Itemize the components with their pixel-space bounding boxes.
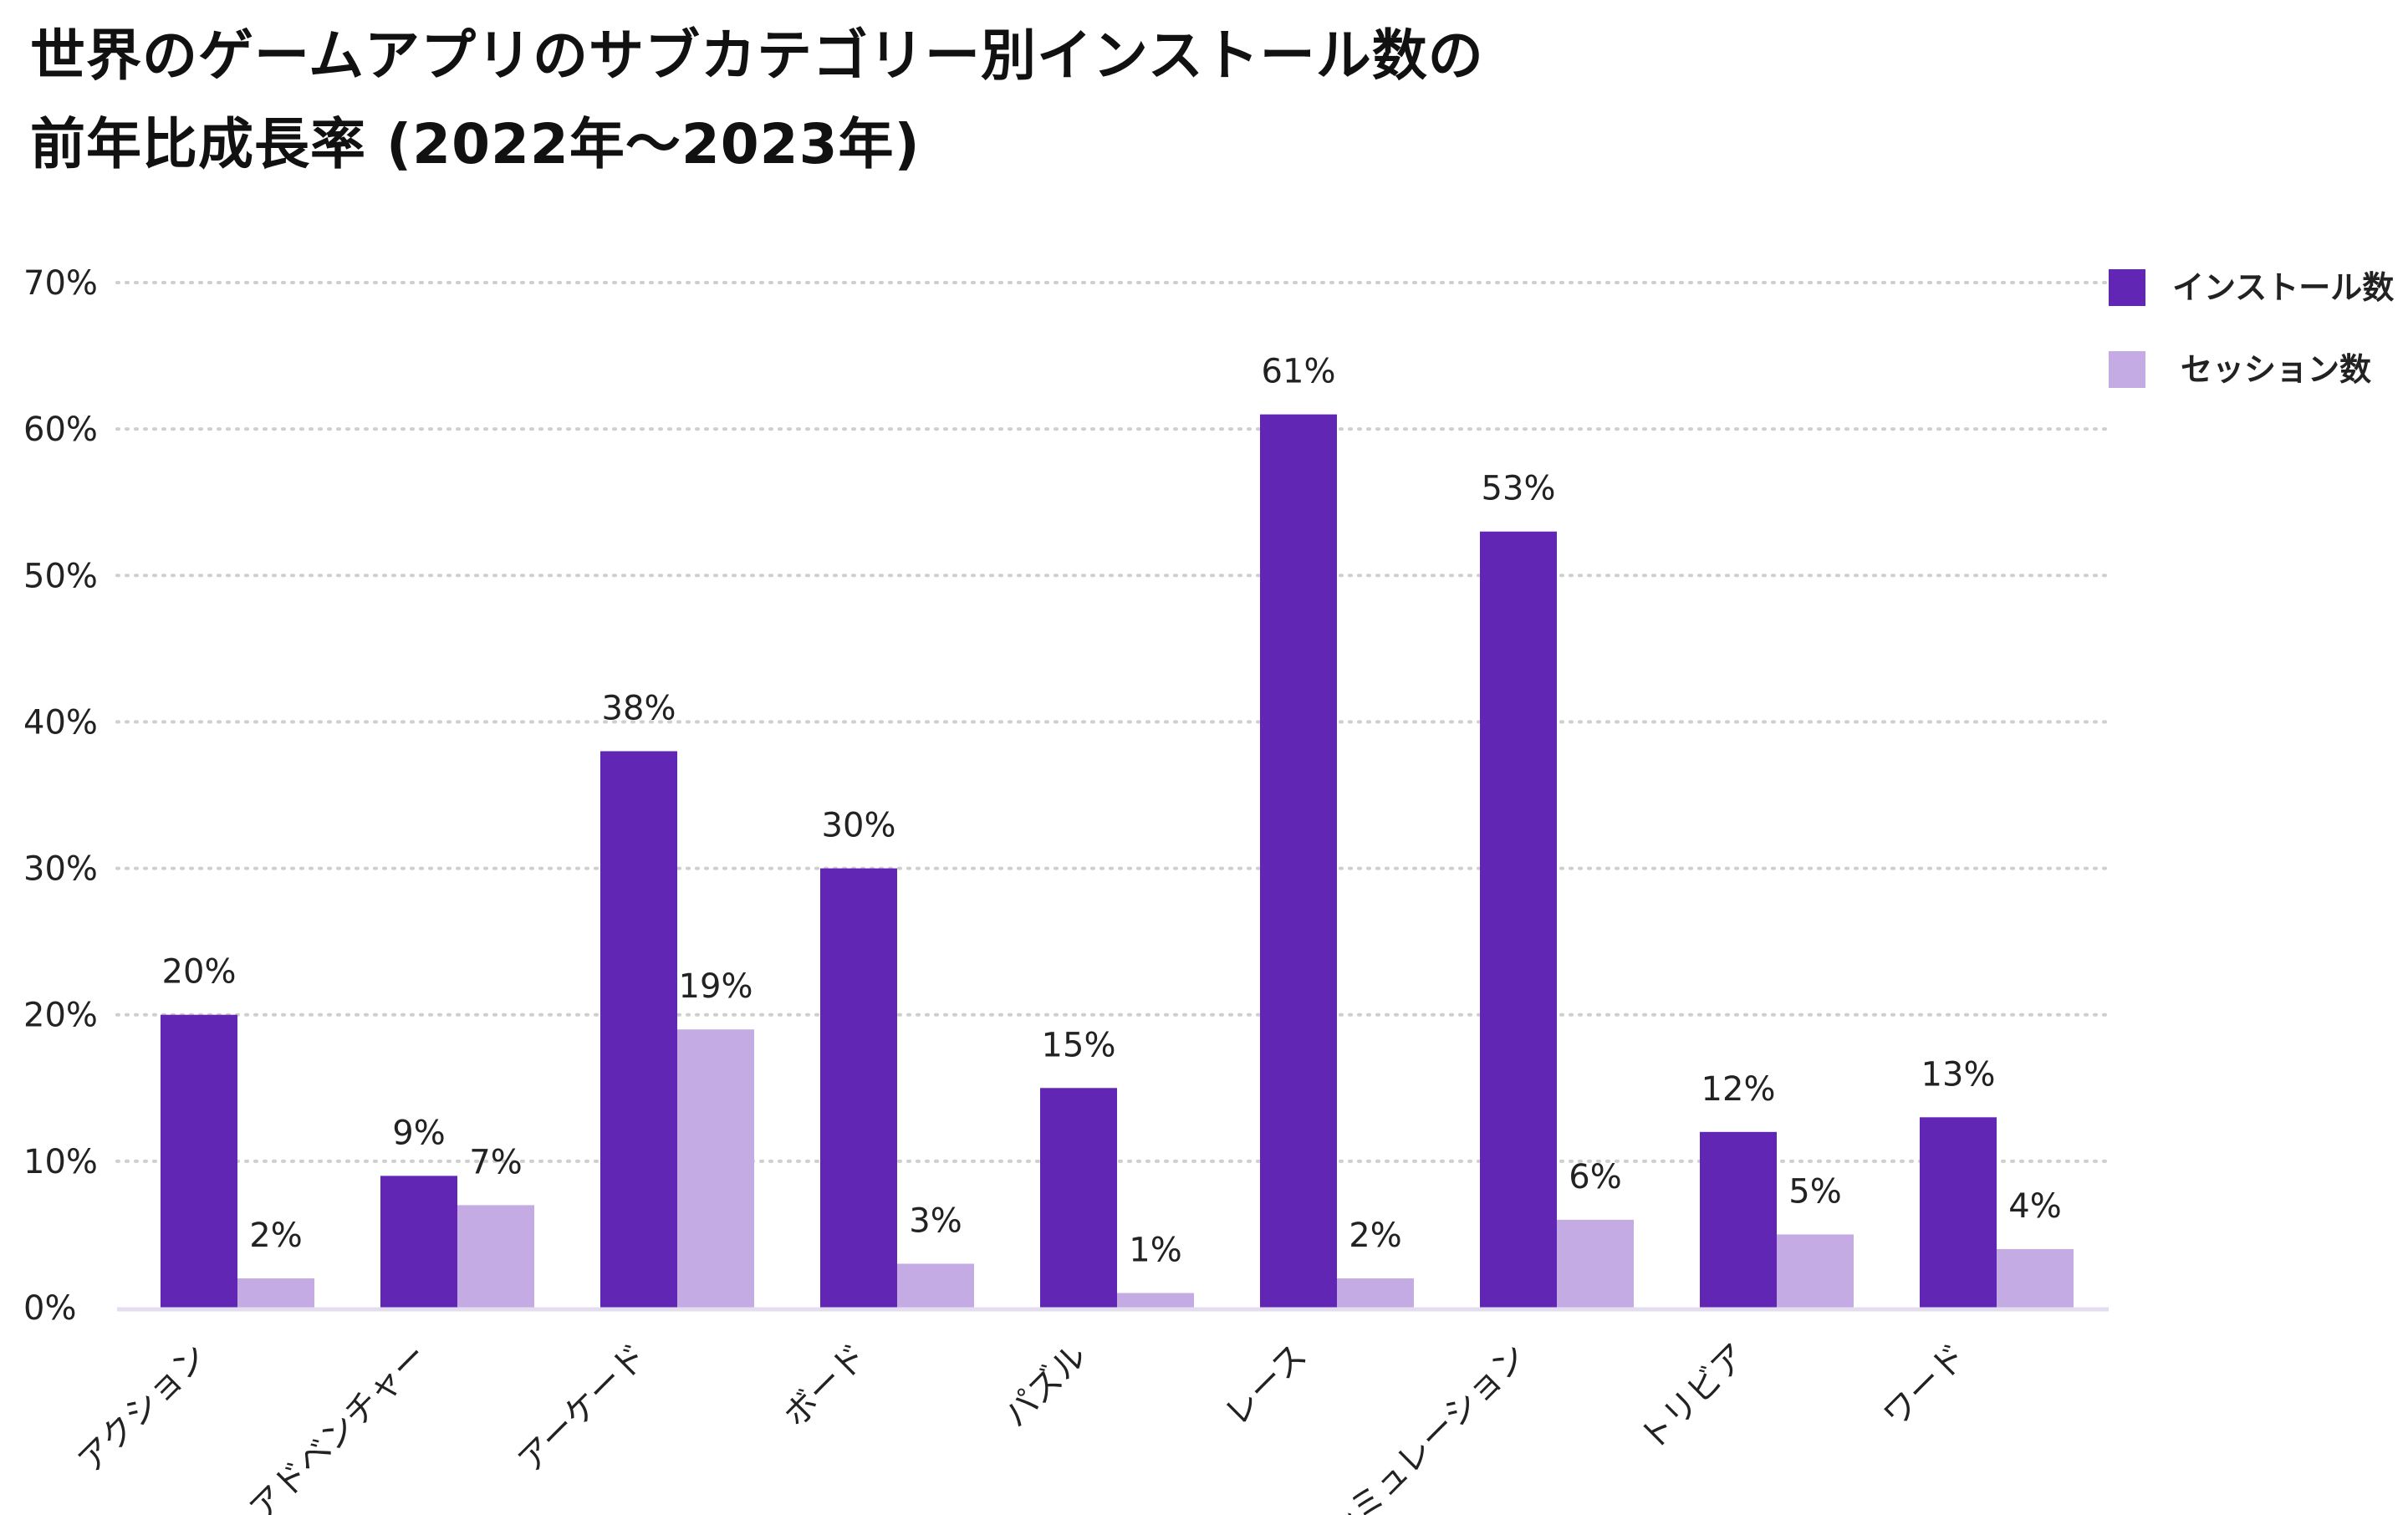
legend-label-sessions: セッション数 <box>2181 351 2372 388</box>
x-tick-label-action: アクション <box>71 1337 216 1482</box>
bar-installs-trivia <box>1700 1131 1777 1308</box>
bar-sessions-trivia <box>1777 1234 1854 1308</box>
x-axis-tick-labels: アクション アドベンチャー アーケード ボード パズル レース シミュレーション トリビア ワー… <box>71 1337 1975 1515</box>
bar-installs-action <box>161 1014 237 1308</box>
bar-sessions-action <box>237 1278 314 1308</box>
chart-title-line-2: 前年比成長率 (2022年〜2023年) <box>30 112 921 176</box>
x-tick-label-word: ワード <box>1876 1337 1974 1435</box>
x-tick-label-arcade: アーケード <box>511 1337 655 1481</box>
data-label-sessions-word: 4% <box>2008 1187 2061 1226</box>
legend-swatch-sessions <box>2109 351 2145 388</box>
data-label-installs-simulation: 53% <box>1482 470 1556 508</box>
data-label-installs-board: 30% <box>822 807 896 845</box>
y-tick-label: 40% <box>23 703 98 742</box>
bar-sessions-word <box>1997 1248 2074 1308</box>
data-label-sessions-racing: 2% <box>1349 1217 1401 1255</box>
data-label-sessions-trivia: 5% <box>1788 1172 1841 1211</box>
data-label-sessions-action: 2% <box>249 1217 302 1255</box>
data-label-installs-trivia: 12% <box>1701 1070 1776 1109</box>
data-label-installs-arcade: 38% <box>602 689 676 727</box>
x-tick-label-simulation: シミュレーション <box>1319 1337 1534 1515</box>
y-tick-label: 60% <box>23 411 98 449</box>
data-label-installs-racing: 61% <box>1262 353 1336 391</box>
bar-installs-adventure <box>380 1176 457 1308</box>
x-tick-label-board: ボード <box>777 1337 875 1435</box>
data-label-installs-adventure: 9% <box>392 1114 445 1152</box>
data-label-sessions-board: 3% <box>909 1201 962 1240</box>
y-tick-label: 20% <box>23 997 98 1035</box>
data-label-sessions-simulation: 6% <box>1569 1158 1621 1196</box>
bar-installs-board <box>820 868 897 1308</box>
y-tick-label: 0% <box>23 1289 76 1328</box>
x-tick-label-puzzle: パズル <box>997 1337 1094 1435</box>
legend-swatch-installs <box>2109 269 2145 306</box>
bar-sessions-simulation <box>1557 1219 1634 1308</box>
data-label-sessions-puzzle: 1% <box>1129 1231 1181 1269</box>
y-tick-label: 30% <box>23 850 98 889</box>
x-tick-label-racing: レース <box>1217 1337 1314 1434</box>
data-label-installs-puzzle: 15% <box>1042 1026 1116 1064</box>
bars <box>161 414 2074 1308</box>
data-label-installs-word: 13% <box>1921 1055 1996 1094</box>
bar-installs-arcade <box>600 751 677 1308</box>
bar-sessions-puzzle <box>1117 1293 1194 1308</box>
y-tick-label: 70% <box>23 264 98 303</box>
y-axis-tick-labels: 0% 10% 20% 30% 40% 50% 60% 70% <box>23 264 98 1328</box>
chart-title: 世界のゲームアプリのサブカテゴリー別インストール数の 前年比成長率 (2022年… <box>30 12 1484 189</box>
data-label-installs-action: 20% <box>162 953 237 992</box>
bar-sessions-board <box>897 1263 974 1308</box>
chart-title-line-1: 世界のゲームアプリのサブカテゴリー別インストール数の <box>30 23 1484 88</box>
bar-sessions-adventure <box>457 1205 534 1308</box>
x-tick-label-adventure: アドベンチャー <box>242 1337 435 1515</box>
bar-installs-word <box>1920 1117 1997 1308</box>
bar-installs-simulation <box>1480 531 1557 1308</box>
y-tick-label: 50% <box>23 557 98 595</box>
data-label-sessions-adventure: 7% <box>469 1143 522 1181</box>
bar-sessions-arcade <box>677 1029 754 1308</box>
bar-installs-racing <box>1260 414 1337 1308</box>
legend-label-installs: インストール数 <box>2172 269 2395 306</box>
x-tick-label-trivia: トリビア <box>1632 1337 1754 1459</box>
bar-installs-puzzle <box>1040 1088 1117 1308</box>
bar-sessions-racing <box>1337 1278 1414 1308</box>
data-label-sessions-arcade: 19% <box>679 967 753 1006</box>
data-labels: 20% 2% 9% 7% 38% 19% 30% 3% 15% 1% 61% 2% 53% 6% 12% 5%… <box>162 353 2062 1270</box>
y-tick-label: 10% <box>23 1143 98 1181</box>
